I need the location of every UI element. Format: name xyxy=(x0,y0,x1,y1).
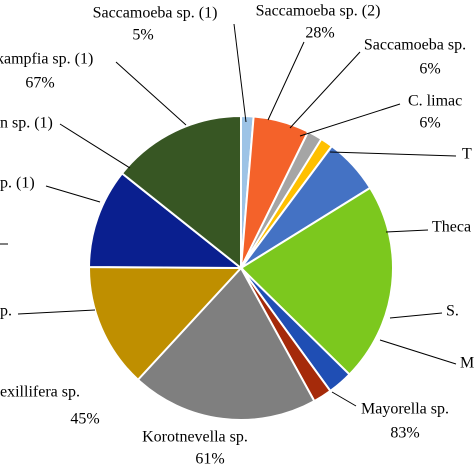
slice-label: Theca xyxy=(432,219,471,236)
leader-line xyxy=(289,51,361,129)
leader-line xyxy=(389,312,443,319)
slice-label: T xyxy=(462,146,472,163)
percent-label: 83% xyxy=(390,425,419,442)
slice-label: kampfia sp. (1) xyxy=(0,51,93,68)
percent-label: 28% xyxy=(305,25,334,42)
leader-line xyxy=(233,23,247,123)
slice-label: Korotnevella sp. xyxy=(142,429,248,446)
leader-line xyxy=(329,151,457,157)
slice-label: exillifera sp. xyxy=(0,384,80,401)
slice-label: Saccamoeba sp. (1) xyxy=(93,5,218,22)
leader-line xyxy=(115,61,187,126)
slice-label: Mayorella sp. xyxy=(361,401,449,418)
leader-line xyxy=(385,229,429,233)
pie-slice xyxy=(120,114,242,271)
pie-slice xyxy=(239,186,394,376)
leader-line xyxy=(331,391,357,407)
slice-label: S. xyxy=(446,303,459,320)
slice-label: n sp. (1) xyxy=(0,115,53,132)
percent-label: 6% xyxy=(419,115,440,132)
leader-line xyxy=(59,123,131,169)
leader-line xyxy=(379,339,457,365)
percent-label: 61% xyxy=(195,451,224,468)
slice-label: p. (1) xyxy=(0,175,35,192)
leader-line xyxy=(299,103,401,137)
leader-line xyxy=(45,185,101,203)
percent-label: 45% xyxy=(70,411,99,428)
slice-label: C. limac xyxy=(408,93,462,110)
slice-label: Saccamoeba sp. (2) xyxy=(256,3,381,20)
slice-label: p. xyxy=(0,303,12,320)
leader-line xyxy=(17,309,96,315)
slice-label: Saccamoeba sp. xyxy=(364,37,466,54)
percent-label: 67% xyxy=(25,75,54,92)
percent-label: 6% xyxy=(419,61,440,78)
percent-label: 5% xyxy=(132,27,153,44)
pie-slice xyxy=(136,266,316,421)
slice-label: M xyxy=(460,355,474,372)
pie-slice xyxy=(87,171,244,270)
pie-slice xyxy=(88,266,244,382)
leader-line xyxy=(267,41,305,121)
